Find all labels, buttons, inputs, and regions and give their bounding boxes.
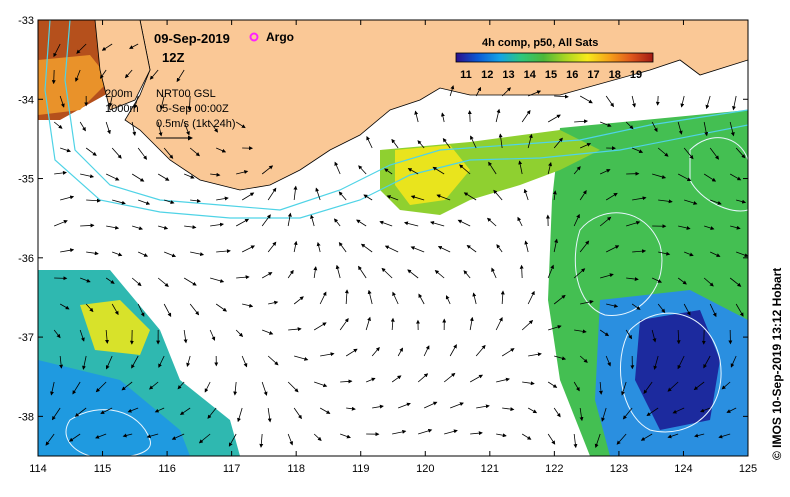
- colorbar-tick-label: 13: [502, 69, 514, 81]
- colorbar-tick-label: 19: [630, 69, 642, 81]
- y-tick-label: -37: [18, 332, 34, 344]
- colorbar-tick-label: 14: [524, 69, 537, 81]
- map-plot-area: [38, 20, 748, 457]
- y-tick-label: -35: [18, 174, 34, 186]
- x-tick-label: 123: [610, 463, 628, 475]
- credit-label: © IMOS 10-Sep-2019 13:12 Hobart: [770, 268, 784, 460]
- y-tick-label: -38: [18, 411, 34, 423]
- x-tick-label: 115: [94, 463, 112, 475]
- x-tick-label: 122: [545, 463, 563, 475]
- velocity-arrow: [658, 96, 659, 105]
- x-tick-label: 117: [223, 463, 241, 475]
- x-tick-label: 121: [481, 463, 499, 475]
- contour-1000m-label: 1000m: [105, 103, 139, 115]
- scale-label: 0.5m/s (1kt 24h): [156, 118, 235, 130]
- product-label: NRT00 GSL: [156, 88, 216, 100]
- analysis-time-label: 05-Sep 00:00Z: [156, 103, 229, 115]
- x-tick-label: 120: [416, 463, 434, 475]
- x-tick-label: 125: [739, 463, 757, 475]
- colorbar-tick-label: 11: [460, 69, 472, 81]
- argo-label: Argo: [266, 30, 294, 44]
- colorbar-ticks: 11 12 13 14 15 16 17 18 19: [460, 69, 642, 81]
- colorbar-tick-label: 12: [481, 69, 493, 81]
- x-tick-label: 124: [674, 463, 692, 475]
- colorbar-title: 4h comp, p50, All Sats: [482, 37, 598, 49]
- y-tick-label: -33: [18, 15, 34, 27]
- date-label: 09-Sep-2019: [154, 31, 230, 46]
- colorbar-tick-label: 16: [566, 69, 578, 81]
- colorbar-tick-label: 17: [587, 69, 599, 81]
- colorbar-tick-label: 18: [609, 69, 621, 81]
- x-tick-label: 114: [29, 463, 47, 475]
- colorbar: [456, 53, 653, 62]
- y-tick-label: -36: [18, 253, 34, 265]
- x-tick-label: 119: [352, 463, 370, 475]
- y-tick-label: -34: [18, 94, 34, 106]
- x-tick-label: 116: [158, 463, 176, 475]
- contour-200m-label: 200m: [105, 88, 133, 100]
- x-tick-label: 118: [287, 463, 305, 475]
- time-label: 12Z: [162, 50, 184, 65]
- velocity-arrow: [470, 111, 471, 122]
- colorbar-tick-label: 15: [545, 69, 557, 81]
